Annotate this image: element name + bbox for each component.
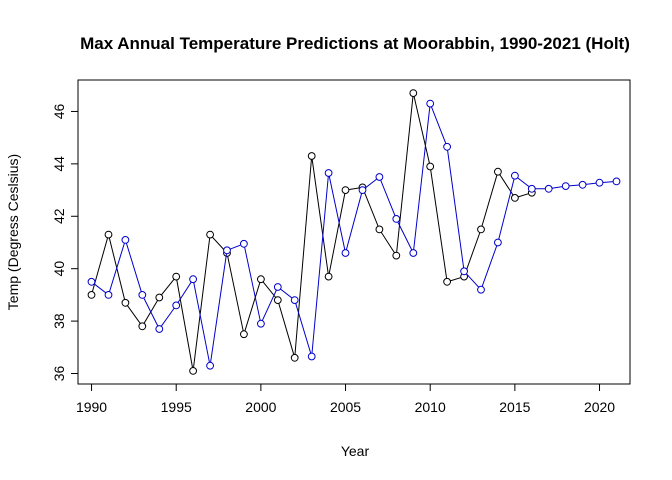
y-axis-label: Temp (Degress Ceslsius) xyxy=(5,154,21,310)
y-tick-label: 36 xyxy=(51,366,67,382)
data-point xyxy=(494,167,502,176)
y-tick-label: 46 xyxy=(51,103,67,119)
data-point xyxy=(426,99,435,108)
data-point xyxy=(341,249,350,257)
data-point xyxy=(273,296,282,305)
data-point xyxy=(409,249,418,257)
y-axis: 36 38 40 42 44 46 xyxy=(51,103,79,382)
data-point xyxy=(206,230,215,239)
data-point xyxy=(527,184,536,193)
x-tick-label: 2010 xyxy=(415,399,446,415)
data-point xyxy=(426,162,435,171)
x-tick-label: 1990 xyxy=(76,399,107,415)
data-point xyxy=(223,246,231,255)
data-point xyxy=(477,225,485,234)
data-point xyxy=(358,186,367,195)
data-point xyxy=(494,238,502,247)
data-point xyxy=(172,272,181,281)
data-point xyxy=(578,180,587,189)
y-tick-label: 42 xyxy=(51,208,67,224)
data-point xyxy=(511,171,519,180)
data-point xyxy=(460,267,469,276)
data-point xyxy=(375,173,384,181)
data-point xyxy=(307,152,316,160)
data-point xyxy=(240,330,248,339)
data-point xyxy=(138,291,147,299)
y-tick-label: 40 xyxy=(51,261,67,277)
data-point xyxy=(443,142,452,151)
series-1 xyxy=(87,89,536,375)
x-tick-label: 1995 xyxy=(161,399,192,415)
plot-frame xyxy=(77,79,631,385)
data-point xyxy=(595,178,604,187)
data-point xyxy=(561,182,570,191)
data-point xyxy=(87,291,96,299)
data-point xyxy=(443,277,452,286)
data-point xyxy=(121,236,130,244)
data-point xyxy=(341,186,350,195)
series-layer xyxy=(87,89,621,375)
data-point xyxy=(290,296,299,305)
data-point xyxy=(273,283,282,291)
data-point xyxy=(257,275,265,284)
data-point xyxy=(189,367,198,375)
data-point xyxy=(324,272,333,281)
data-point xyxy=(409,89,418,97)
data-point xyxy=(477,285,485,294)
chart-title: Max Annual Temperature Predictions at Mo… xyxy=(80,34,630,53)
data-point xyxy=(392,215,401,223)
data-point xyxy=(87,277,96,286)
series-line xyxy=(91,103,617,366)
data-point xyxy=(544,184,553,193)
x-tick-label: 2015 xyxy=(499,399,530,415)
data-point xyxy=(104,291,113,299)
data-point xyxy=(206,361,215,370)
data-point xyxy=(189,275,198,284)
data-point xyxy=(511,194,519,202)
data-point xyxy=(155,325,164,333)
y-tick-label: 38 xyxy=(51,313,67,329)
data-point xyxy=(138,322,147,331)
data-point xyxy=(104,230,113,239)
x-axis-label: Year xyxy=(341,443,370,459)
y-tick-label: 44 xyxy=(51,156,67,172)
x-tick-label: 2000 xyxy=(245,399,276,415)
x-tick-label: 2020 xyxy=(584,399,615,415)
x-axis: 1990 1995 2000 2005 2010 2015 2020 xyxy=(76,383,615,415)
data-point xyxy=(375,225,384,234)
data-point xyxy=(240,239,248,248)
data-point xyxy=(257,319,265,328)
data-point xyxy=(612,177,621,186)
data-point xyxy=(307,352,316,361)
data-point xyxy=(290,353,299,362)
x-tick-label: 2005 xyxy=(330,399,361,415)
data-point xyxy=(155,293,164,302)
data-point xyxy=(121,298,130,307)
data-point xyxy=(392,251,401,260)
series-2 xyxy=(87,99,621,370)
data-point xyxy=(324,169,333,177)
data-point xyxy=(172,301,181,310)
